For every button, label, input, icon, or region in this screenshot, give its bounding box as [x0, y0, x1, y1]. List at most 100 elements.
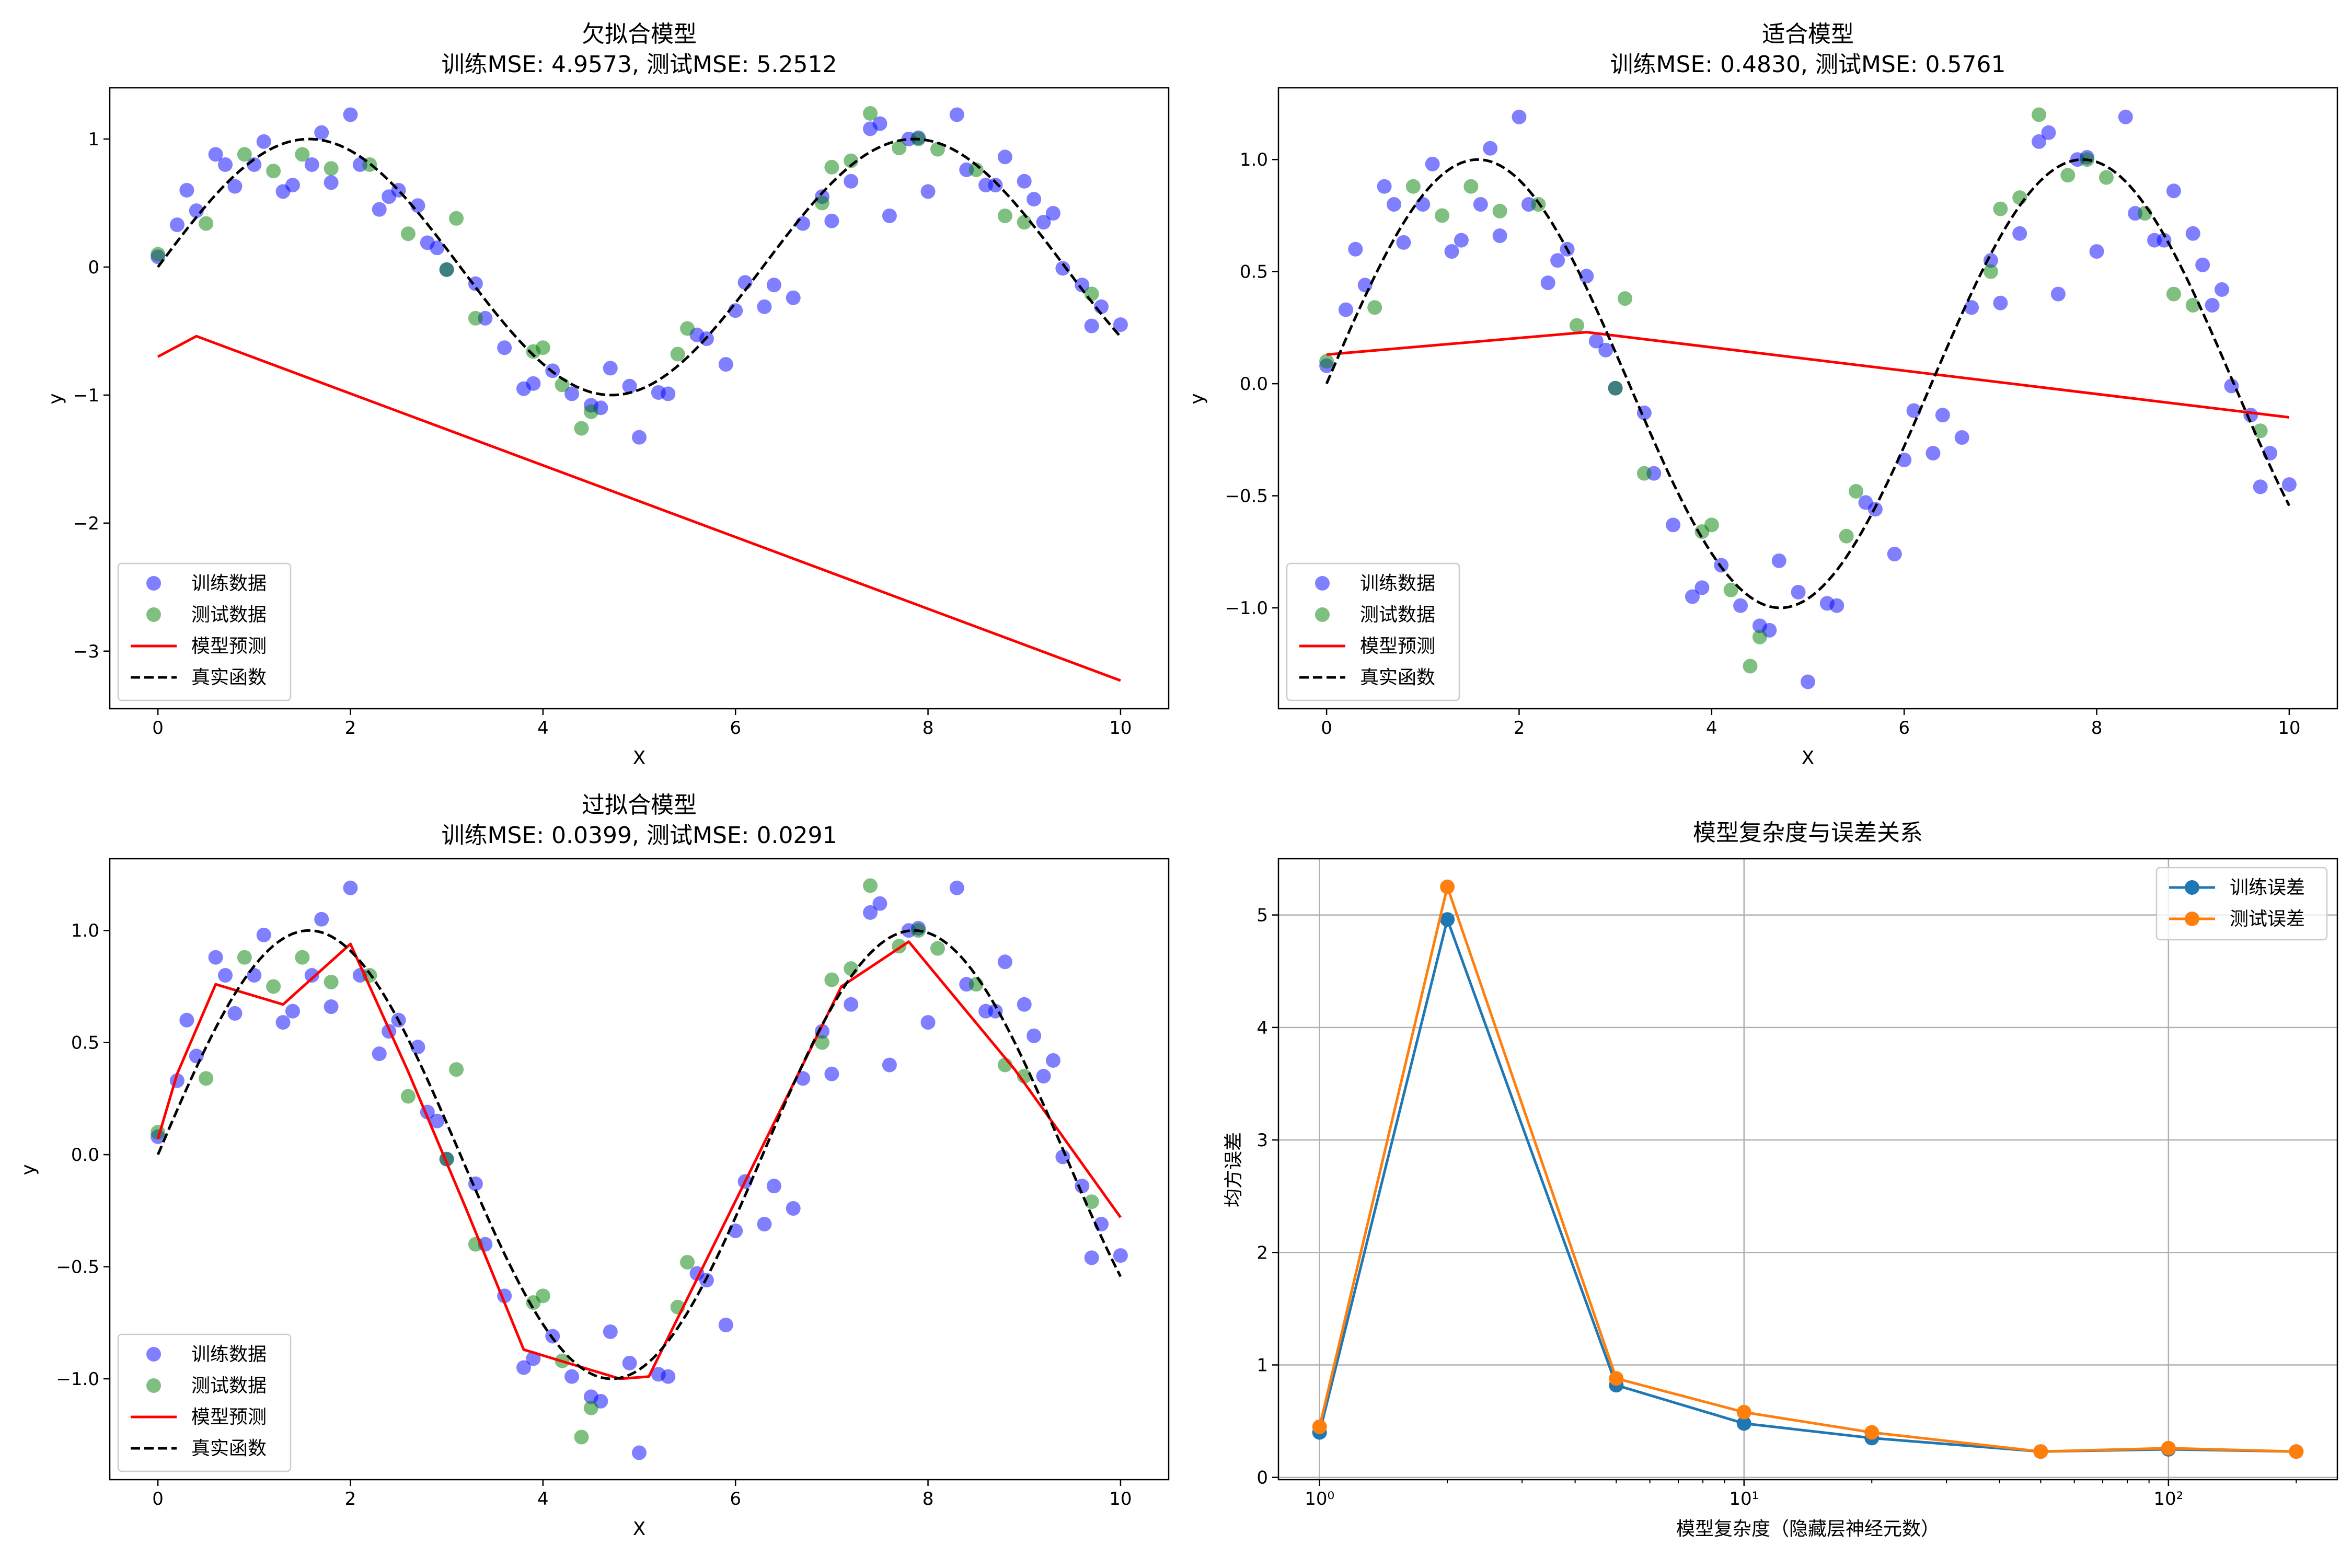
x-tick-label: 10²	[2153, 1489, 2183, 1509]
test-data-point	[2060, 168, 2076, 183]
train-data-point	[189, 1048, 204, 1064]
legend-entry-test: 测试数据	[191, 604, 267, 626]
x-tick-label: 4	[537, 1489, 549, 1509]
train-data-point	[1084, 1250, 1099, 1265]
test-error-marker	[1440, 879, 1455, 894]
train-data-point	[1829, 598, 1844, 613]
panel-subtitle: 训练MSE: 0.4830, 测试MSE: 0.5761	[1610, 51, 2006, 78]
x-tick-label: 6	[730, 1489, 741, 1509]
legend-marker-swatch	[2185, 912, 2199, 926]
x-axis-label: 模型复杂度（隐藏层神经元数）	[1676, 1518, 1940, 1540]
train-data-point	[1771, 553, 1786, 568]
train-data-point	[1017, 997, 1032, 1012]
test-data-points	[151, 878, 1099, 1445]
train-data-point	[1954, 430, 1969, 445]
legend-entry-prediction: 模型预测	[191, 1406, 267, 1428]
x-tick-label: 6	[730, 718, 741, 739]
train-data-point	[1027, 192, 1042, 207]
train-data-point	[1801, 674, 1815, 689]
train-data-point	[1685, 589, 1700, 604]
data-layer	[151, 878, 1128, 1460]
train-data-point	[1036, 1069, 1051, 1084]
train-data-point	[997, 954, 1012, 970]
test-data-point	[583, 1400, 598, 1415]
plot-frame	[1277, 858, 2338, 1481]
panel-title: 欠拟合模型	[582, 21, 697, 48]
legend-entry-train: 训练数据	[191, 573, 267, 594]
true-function-line	[156, 929, 1122, 1380]
model-prediction-line	[156, 940, 1122, 1380]
train-data-point	[2118, 109, 2133, 124]
train-data-point	[324, 175, 339, 190]
train-data-point	[1588, 333, 1604, 349]
train-data-point	[2012, 226, 2027, 241]
data-layer	[1312, 879, 2304, 1459]
panel-good-fit: 0 2 4 6 8 10 −1.0 −0.5 0.0 0.5 1.0 适合模型 训练MSE: 0.48…	[1186, 21, 2338, 769]
y-tick-label: 0	[88, 257, 99, 278]
test-data-point	[1752, 629, 1767, 644]
train-data-point	[497, 340, 512, 355]
y-tick-label: 0.5	[1240, 262, 1268, 283]
train-data-point	[324, 999, 339, 1014]
test-data-point	[1743, 659, 1758, 674]
test-data-point	[583, 404, 598, 419]
legend-entry-test: 测试数据	[1360, 604, 1435, 626]
train-data-point	[824, 213, 839, 228]
y-tick-label: 1.0	[71, 920, 99, 941]
train-data-point	[516, 1360, 531, 1375]
train-data-point	[2050, 286, 2066, 302]
train-data-point	[343, 880, 358, 895]
test-data-point	[449, 211, 464, 226]
x-tick-label: 10	[1109, 718, 1132, 739]
y-tick-label: −0.5	[1225, 486, 1268, 507]
test-data-point	[1319, 354, 1334, 369]
x-axis-ticks: 10⁰ 10¹ 10²	[1305, 1480, 2183, 1509]
train-data-point	[304, 157, 319, 172]
train-error-marker	[1440, 912, 1455, 927]
train-data-point	[314, 912, 329, 927]
train-data-point	[1540, 275, 1555, 291]
legend-entry-test: 测试数据	[191, 1375, 267, 1397]
test-data-point	[199, 1071, 214, 1086]
legend-box	[1286, 562, 1460, 701]
train-data-point	[2205, 298, 2220, 313]
y-tick-label: 1	[1256, 1355, 1268, 1376]
test-data-point	[969, 162, 984, 177]
train-data-point	[256, 927, 271, 942]
train-data-point	[179, 182, 194, 198]
legend: 训练误差 测试误差	[2155, 867, 2328, 941]
legend-box	[117, 562, 292, 701]
test-data-point	[2166, 286, 2181, 302]
train-data-point	[882, 1057, 897, 1073]
train-data-point	[766, 278, 781, 293]
test-data-point	[814, 195, 829, 211]
y-tick-label: 0.0	[71, 1145, 99, 1166]
test-data-point	[2185, 298, 2200, 313]
x-axis-ticks: 0 2 4 6 8 10	[1321, 709, 2301, 739]
train-data-point	[1550, 253, 1565, 268]
test-data-point	[814, 1035, 829, 1050]
x-tick-label: 10	[2278, 718, 2300, 739]
true-function-line	[157, 137, 1122, 397]
y-tick-label: −1	[73, 385, 99, 406]
panel-title: 过拟合模型	[582, 792, 697, 818]
train-data-point	[430, 1113, 445, 1128]
train-data-point	[247, 968, 262, 983]
x-tick-label: 8	[923, 718, 934, 739]
train-data-point	[949, 107, 964, 122]
test-data-point	[400, 226, 416, 241]
test-data-point	[1608, 381, 1623, 396]
test-data-point	[324, 974, 339, 989]
test-data-point	[1983, 264, 1998, 279]
legend-entry-test-error: 测试误差	[2230, 908, 2305, 930]
train-data-points	[151, 880, 1128, 1460]
train-data-point	[1983, 253, 1998, 268]
legend-marker-swatch	[1315, 607, 1330, 622]
train-data-point	[2185, 226, 2200, 241]
train-data-point	[622, 1355, 637, 1370]
test-data-point	[824, 972, 839, 987]
y-axis-ticks: −3 −2 −1 0 1	[73, 129, 110, 662]
train-data-point	[1084, 318, 1099, 333]
y-axis-label: y	[18, 1164, 39, 1175]
x-axis-label: X	[633, 747, 646, 769]
